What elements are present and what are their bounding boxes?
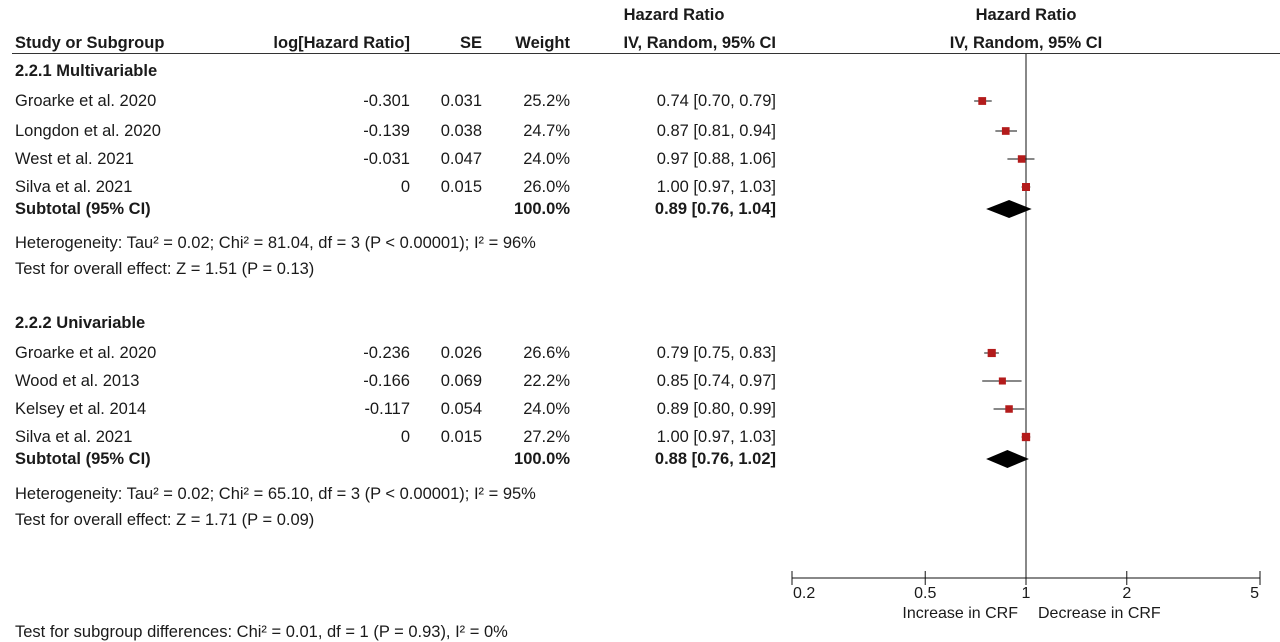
overall-effect-text: Test for overall effect: Z = 1.71 (P = 0… [15,511,315,529]
study-marker [1022,183,1030,191]
se-value: 0.054 [440,400,482,418]
header-rule [12,53,1280,54]
study-marker [1005,405,1013,413]
ci-value: 0.97 [0.88, 1.06] [656,150,776,168]
se-value: 0.047 [440,150,482,168]
study-marker [978,97,987,105]
weight-value: 26.0% [523,178,570,196]
ci-value: 1.00 [0.97, 1.03] [656,428,776,446]
subtotal-weight: 100.0% [514,200,570,218]
ci-value: 0.74 [0.70, 0.79] [656,92,776,110]
loghr-value: 0 [400,178,410,196]
weight-value: 22.2% [523,372,570,390]
loghr-value: -0.117 [364,400,410,418]
study-name: Kelsey et al. 2014 [15,400,147,418]
header-study-column: Study or Subgroup [15,34,165,52]
se-value: 0.031 [440,92,482,110]
study-name: West et al. 2021 [15,150,134,168]
ci-value: 0.89 [0.80, 0.99] [656,400,776,418]
study-name: Silva et al. 2021 [15,178,133,196]
weight-value: 27.2% [523,428,570,446]
study-marker [1001,127,1010,135]
ci-value: 0.87 [0.81, 0.94] [656,122,776,140]
x-axis-tick-label: 2 [1122,585,1131,602]
loghr-value: -0.301 [363,92,410,110]
subtotal-diamond [986,450,1029,468]
weight-value: 26.6% [523,344,570,362]
header-loghr-column: log[Hazard Ratio] [273,34,410,52]
header-group-title-right: Hazard Ratio [975,6,1077,24]
header-weight-column: Weight [515,34,570,52]
study-marker [998,377,1006,385]
study-name: Longdon et al. 2020 [15,122,161,140]
subgroup-title: 2.2.1 Multivariable [15,62,158,80]
x-axis-right-label: Decrease in CRF [1038,605,1161,622]
loghr-value: 0 [400,428,410,446]
loghr-value: -0.031 [363,150,410,168]
study-name: Groarke et al. 2020 [15,344,157,362]
ci-value: 0.79 [0.75, 0.83] [656,344,776,362]
loghr-value: -0.236 [363,344,410,362]
x-axis-tick-label: 5 [1250,585,1259,602]
loghr-value: -0.166 [363,372,410,390]
header-group-title-left: Hazard Ratio [623,6,725,24]
subtotal-diamond [986,200,1032,218]
se-value: 0.015 [440,178,482,196]
subtotal-label: Subtotal (95% CI) [15,450,151,468]
study-name: Silva et al. 2021 [15,428,133,446]
header-ci-column: IV, Random, 95% CI [623,34,776,52]
se-value: 0.038 [440,122,482,140]
heterogeneity-text: Heterogeneity: Tau² = 0.02; Chi² = 81.04… [15,234,536,252]
study-marker [1021,432,1031,442]
weight-value: 25.2% [523,92,570,110]
study-name: Wood et al. 2013 [15,372,140,390]
se-value: 0.069 [440,372,482,390]
ci-value: 1.00 [0.97, 1.03] [656,178,776,196]
subtotal-label: Subtotal (95% CI) [15,200,151,218]
x-axis-tick-label: 1 [1022,585,1031,602]
overall-effect-text: Test for overall effect: Z = 1.51 (P = 0… [15,260,315,278]
subtotal-ci: 0.89 [0.76, 1.04] [654,200,776,218]
header-se-column: SE [459,34,482,52]
x-axis-tick-label: 0.2 [793,585,815,602]
se-value: 0.015 [440,428,482,446]
study-name: Groarke et al. 2020 [15,92,157,110]
subtotal-weight: 100.0% [514,450,570,468]
study-marker [987,348,996,358]
x-axis-tick-label: 0.5 [914,585,936,602]
subtotal-ci: 0.88 [0.76, 1.02] [654,450,776,468]
ci-value: 0.85 [0.74, 0.97] [656,372,776,390]
weight-value: 24.7% [523,122,570,140]
se-value: 0.026 [440,344,482,362]
weight-value: 24.0% [523,400,570,418]
study-marker [1017,155,1026,163]
x-axis-left-label: Increase in CRF [902,605,1018,622]
heterogeneity-text: Heterogeneity: Tau² = 0.02; Chi² = 65.10… [15,485,536,503]
subgroup-differences-text: Test for subgroup differences: Chi² = 0.… [15,623,508,641]
loghr-value: -0.139 [363,122,410,140]
header-plot-column: IV, Random, 95% CI [949,34,1103,52]
subgroup-title: 2.2.2 Univariable [15,314,146,332]
weight-value: 24.0% [523,150,570,168]
